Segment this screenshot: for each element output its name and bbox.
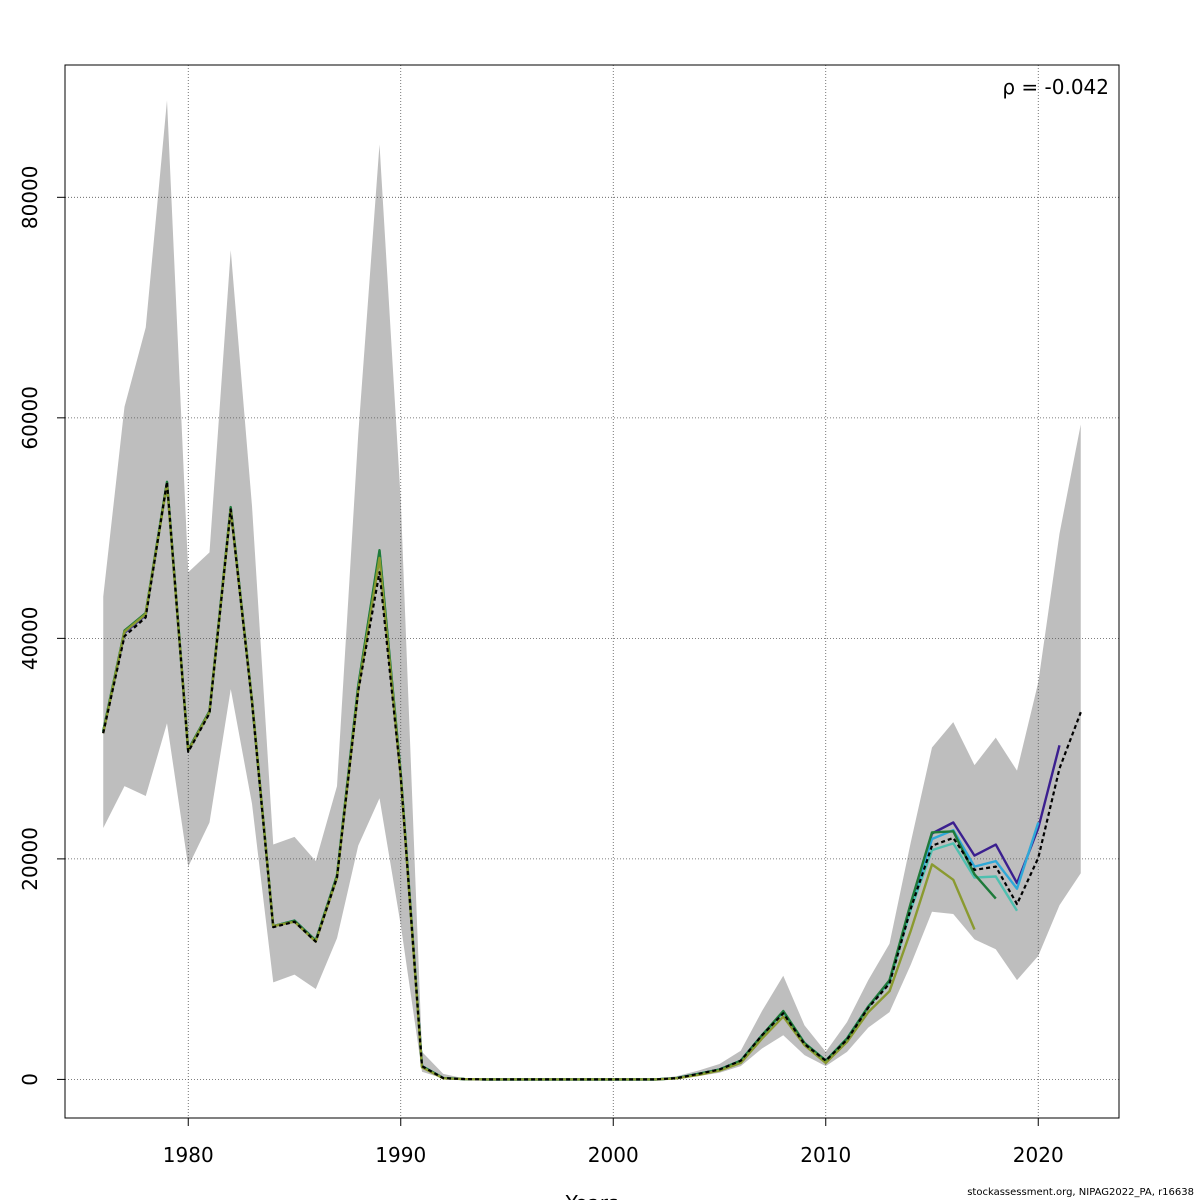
x-axis: 1980 1990 2000 2010 2020 [163, 1118, 1064, 1167]
plot-frame [64, 64, 1120, 1119]
y-axis: 0 20000 40000 60000 80000 [18, 166, 65, 1086]
series-line [102, 480, 1082, 1081]
y-tick-label: 80000 [18, 166, 42, 230]
series-layer [102, 480, 1082, 1081]
x-tick-label: 2010 [800, 1143, 851, 1167]
y-tick-label: 20000 [18, 827, 42, 891]
confidence-band-layer [103, 100, 1081, 1080]
x-axis-title: Years [565, 1191, 619, 1200]
footer-credit: stockassessment.org, NIPAG2022_PA, r1663… [967, 1187, 1194, 1198]
x-tick-label: 2000 [588, 1143, 639, 1167]
y-tick-label: 0 [18, 1073, 42, 1086]
y-tick-label: 40000 [18, 607, 42, 671]
x-tick-label: 1980 [163, 1143, 214, 1167]
x-tick-label: 2020 [1013, 1143, 1064, 1167]
x-tick-label: 1990 [375, 1143, 426, 1167]
rho-annotation: ρ = -0.042 [1002, 75, 1109, 99]
confidence-band [103, 100, 1081, 1080]
y-tick-label: 60000 [18, 386, 42, 450]
